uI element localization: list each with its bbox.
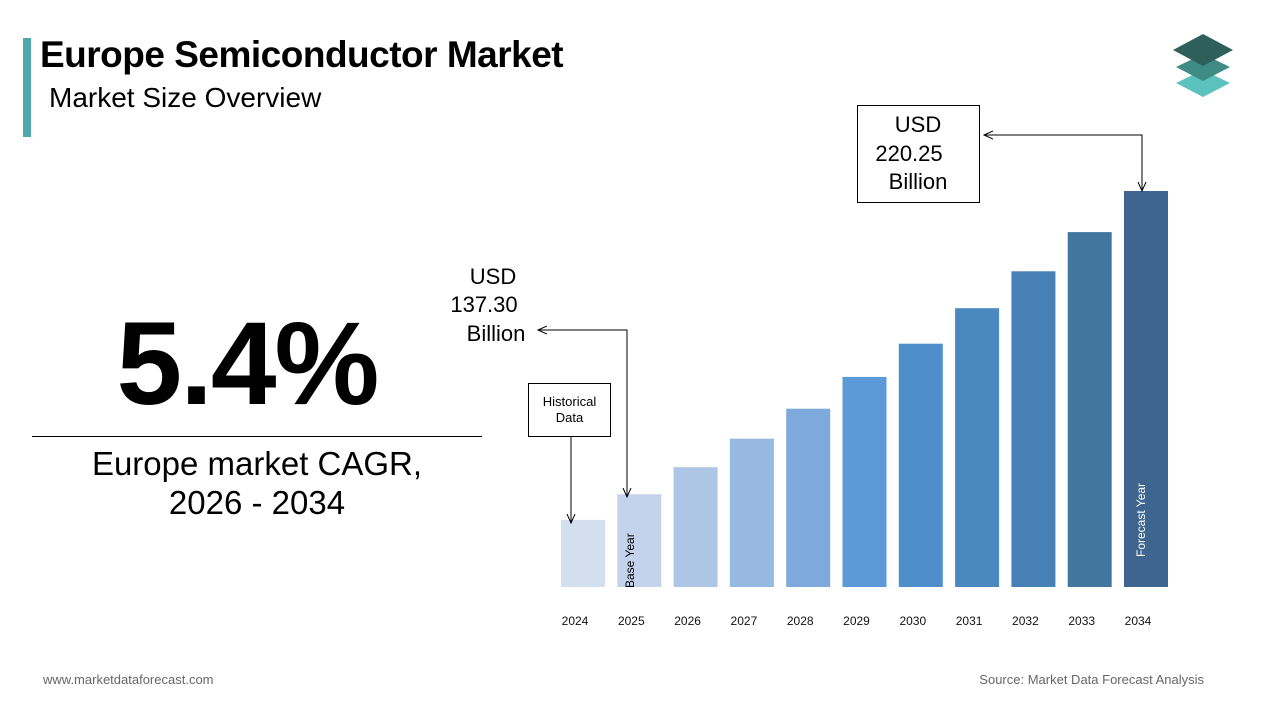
end-value-arrow-left: [984, 135, 1143, 190]
cagr-label: Europe market CAGR, 2026 - 2034: [32, 444, 482, 522]
x-tick-label-2032: 2032: [1012, 614, 1039, 628]
company-logo-icon: [1173, 34, 1233, 97]
x-tick-label-2034: 2034: [1125, 614, 1152, 628]
x-tick-label-2029: 2029: [843, 614, 870, 628]
cagr-label-line1: Europe market CAGR,: [91, 445, 423, 482]
start-value-scale: Billion: [467, 321, 526, 346]
x-tick-label-2030: 2030: [899, 614, 926, 628]
title-accent-bar: [23, 38, 31, 137]
bar-group: [561, 191, 1168, 587]
end-value-box: [857, 105, 980, 203]
bar-2026: [673, 467, 718, 587]
start-value-number: 137.30: [450, 292, 517, 317]
logo-layer-dark: [1173, 34, 1233, 66]
x-tick-label-2031: 2031: [956, 614, 983, 628]
start-value-arrow: [538, 330, 628, 497]
base-year-label: Base Year: [623, 533, 637, 588]
bar-2034: [1124, 191, 1168, 587]
cagr-divider: [32, 436, 482, 437]
x-tick-label-2026: 2026: [674, 614, 701, 628]
bar-2024: [561, 519, 605, 587]
page-subtitle: Market Size Overview: [49, 82, 322, 113]
x-axis-labels: 2024 2025 2026 2027 2028 2029 2030 2031 2032 2033…: [562, 614, 1152, 628]
forecast-year-label: Forecast Year: [1134, 483, 1148, 557]
bar-2032: [1011, 271, 1056, 587]
cagr-value: 5.4%: [116, 298, 380, 430]
bar-2025: [617, 494, 662, 587]
end-value-scale: Billion: [889, 169, 948, 194]
page-title: Europe Semiconductor Market: [40, 34, 564, 75]
historical-data-box: [528, 383, 611, 437]
end-value-unit: USD: [895, 112, 941, 137]
end-value-number: 220.25: [875, 141, 942, 166]
historical-data-label-line2: Data: [556, 410, 584, 425]
x-tick-label-2024: 2024: [562, 614, 589, 628]
historical-data-label-line1: Historical: [543, 394, 597, 409]
footer-website: www.marketdataforecast.com: [43, 672, 214, 687]
logo-layer-mid: [1176, 54, 1230, 81]
footer-source: Source: Market Data Forecast Analysis: [979, 672, 1204, 687]
bar-2028: [786, 408, 831, 587]
cagr-label-line2: 2026 - 2034: [168, 484, 346, 521]
logo-layer-light: [1176, 70, 1230, 97]
bar-2029: [842, 376, 887, 587]
bar-2033: [1067, 232, 1112, 587]
x-tick-label-2033: 2033: [1068, 614, 1095, 628]
x-tick-label-2025: 2025: [618, 614, 645, 628]
start-value-unit: USD: [470, 264, 516, 289]
bar-2030: [898, 343, 943, 587]
bar-2031: [955, 308, 1000, 587]
x-tick-label-2027: 2027: [731, 614, 758, 628]
bar-2027: [729, 438, 774, 587]
x-tick-label-2028: 2028: [787, 614, 814, 628]
